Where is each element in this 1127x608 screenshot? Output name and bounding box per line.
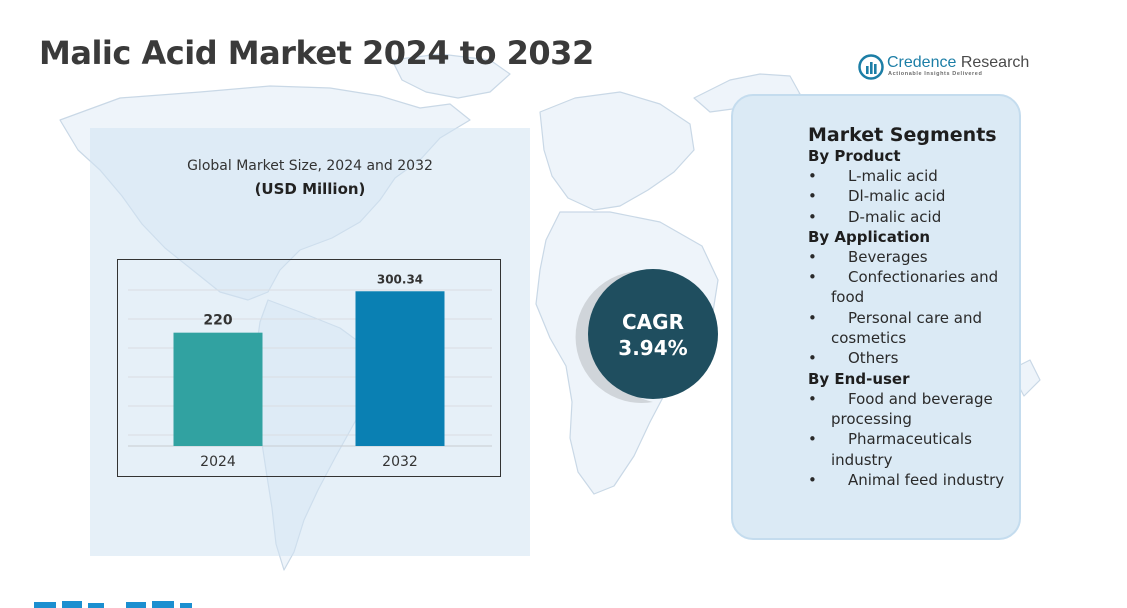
segment-item: Beverages [808,247,1013,268]
segment-group-end-user: By End-user Food and beverage processing… [808,369,1013,491]
logo-tagline: Actionable Insights Delivered [888,71,983,77]
cagr-circle [588,269,718,399]
cagr-badge: CAGR 3.94% [565,262,725,412]
bar-2032 [355,291,445,446]
segment-item: Others [808,348,1013,369]
chart-unit: (USD Million) [254,180,366,198]
bar-chart: 220 2024 300.34 2032 [128,272,492,470]
bar-2024 [173,332,263,446]
segment-item: Pharmaceuticals industry [808,429,1013,470]
segment-group-product: By Product L-malic acid Dl-malic acid D-… [808,146,1013,227]
segment-item: Animal feed industry [808,470,1013,491]
cagr-label: CAGR [622,310,684,334]
data-label-2032: 300.34 [377,272,423,286]
chart-title: Global Market Size, 2024 and 2032 [187,158,433,174]
segment-item: Personal care and cosmetics [808,308,1013,349]
segment-item: Food and beverage processing [808,389,1013,430]
segment-list: L-malic acid Dl-malic acid D-malic acid [808,166,1013,227]
segment-list: Beverages Confectionaries and food Perso… [808,247,1013,369]
segment-group-title: By Application [808,227,931,246]
x-tick-label-2024: 2024 [200,454,236,470]
segment-group-title: By End-user [808,369,910,388]
segment-item: Dl-malic acid [808,186,1013,207]
segment-item: Confectionaries and food [808,267,1013,308]
logo-wordmark: Credence Research [887,54,1030,71]
cagr-shadow-arc [575,271,653,403]
bar-chart-frame: 220 2024 300.34 2032 [117,259,501,477]
market-size-chart-panel: Global Market Size, 2024 and 2032 (USD M… [90,128,530,556]
segments-heading: Market Segments [808,124,997,146]
page-title: Malic Acid Market 2024 to 2032 [39,34,594,72]
segment-item: D-malic acid [808,207,1013,228]
segment-item: L-malic acid [808,166,1013,187]
segment-list: Food and beverage processing Pharmaceuti… [808,389,1013,491]
credence-research-logo: Credence Research Actionable Insights De… [858,54,1030,82]
segment-group-title: By Product [808,147,901,165]
footer-cropped-text-strip [34,601,192,608]
data-label-2024: 220 [203,313,232,329]
market-segments-card: Market Segments By Product L-malic acid … [731,94,1021,540]
segment-group-application: By Application Beverages Confectionaries… [808,227,1013,369]
cagr-value: 3.94% [618,336,687,360]
x-tick-label-2032: 2032 [382,454,418,470]
logo-mark-icon [858,54,884,80]
